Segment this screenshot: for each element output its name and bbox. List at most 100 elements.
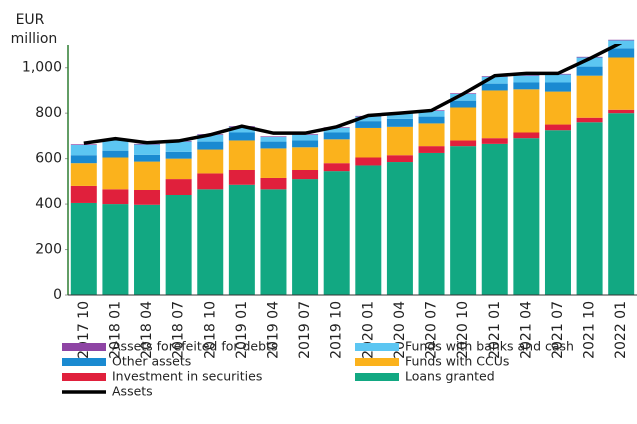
bar-segment (418, 152, 445, 295)
y-tick-label: 400 (35, 196, 62, 212)
x-tick-label: 2019 01 (234, 301, 250, 359)
bar-segment (544, 74, 571, 83)
legend-label: Funds with banks and cash (405, 339, 574, 354)
bar-segment (102, 150, 129, 158)
bar-segment (481, 143, 508, 295)
bar-segment (197, 173, 224, 190)
bar-segment (355, 127, 382, 158)
line-layer (83, 44, 622, 145)
line (83, 44, 622, 145)
bar-segment (70, 155, 97, 164)
bar-segment (355, 165, 382, 295)
bar-segment (323, 171, 350, 295)
bar-segment (70, 185, 97, 203)
bar-segment (260, 136, 287, 138)
bar-segment (134, 161, 161, 190)
legend-swatch (355, 373, 399, 381)
bar-segment (513, 75, 540, 76)
bar-segment (450, 100, 477, 108)
bar-segment (102, 140, 129, 151)
bar-segment (197, 149, 224, 174)
bar-segment (323, 139, 350, 164)
x-tick-label: 2018 07 (171, 301, 187, 359)
bar-segment (481, 83, 508, 91)
bar-segment (544, 130, 571, 295)
bar-segment (576, 75, 603, 118)
x-tick-label: 2018 01 (107, 301, 123, 359)
bar-segment (386, 162, 413, 295)
bar-segment (513, 75, 540, 83)
bar-segment (292, 140, 319, 148)
bar-segment (70, 144, 97, 145)
bar-segment (355, 121, 382, 128)
bar-segment (260, 137, 287, 142)
x-tick-label: 2021 04 (518, 301, 534, 359)
bar-segment (197, 141, 224, 150)
bar-segment (576, 122, 603, 295)
bar-segment (386, 113, 413, 119)
bar-segment (228, 140, 255, 170)
bar-segment (228, 184, 255, 295)
x-tick-label: 2021 01 (487, 301, 503, 359)
bar-segment (386, 126, 413, 156)
bar-segment (134, 154, 161, 162)
y-tick-label: 200 (35, 242, 62, 258)
bar-segment (228, 170, 255, 185)
bar-segment (418, 123, 445, 147)
bar-segment (450, 93, 477, 101)
x-tick-label: 2020 10 (455, 301, 471, 359)
bar-segment (544, 82, 571, 92)
bar-segment (450, 140, 477, 147)
bar-segment (323, 127, 350, 133)
bar-segment (260, 141, 287, 149)
bar-segment (165, 158, 192, 180)
bar-segment (355, 116, 382, 122)
bar-segment (608, 109, 635, 114)
legend-swatch (355, 358, 399, 366)
bar-segment (197, 134, 224, 142)
bar-segment (576, 57, 603, 67)
bar-segment (102, 189, 129, 205)
y-tick-label: 800 (35, 105, 62, 121)
bar-segment (355, 157, 382, 166)
bar-segment (450, 146, 477, 295)
bar-segment (292, 134, 319, 141)
bar-segment (513, 89, 540, 133)
x-tick-label: 2018 04 (139, 301, 155, 359)
legend-swatch (62, 358, 106, 366)
bar-segment (513, 132, 540, 139)
x-tick-label: 2018 10 (202, 301, 218, 359)
bar-segment (102, 204, 129, 295)
bar-segment (386, 118, 413, 127)
x-tick-label: 2021 10 (582, 301, 598, 359)
bar-segment (418, 116, 445, 124)
bar-segment (102, 157, 129, 190)
bar-segment (481, 138, 508, 144)
bar-segment (608, 48, 635, 58)
bar-segment (576, 66, 603, 76)
y-axis-label: million (11, 31, 58, 47)
bar-segment (228, 126, 255, 133)
x-tick-label: 2019 10 (329, 301, 345, 359)
legend-swatch (62, 373, 106, 381)
legend-label: Loans granted (405, 369, 495, 384)
bar-segment (576, 117, 603, 123)
bar-segment (165, 179, 192, 195)
bar-segment (544, 124, 571, 131)
x-tick-label: 2019 07 (297, 301, 313, 359)
bar-segment (260, 177, 287, 190)
bar-segment (418, 110, 445, 117)
bar-segment (608, 57, 635, 110)
legend-swatch (62, 343, 106, 351)
bar-segment (292, 147, 319, 170)
bar-segment (481, 90, 508, 139)
bar-segment (70, 145, 97, 156)
x-tick-label: 2022 01 (613, 301, 629, 359)
bar-segment (134, 190, 161, 205)
legend-label: Funds with CCUs (405, 354, 509, 369)
y-tick-label: 0 (53, 287, 62, 303)
bar-segment (292, 170, 319, 180)
bar-segment (386, 155, 413, 163)
bar-segment (292, 179, 319, 295)
